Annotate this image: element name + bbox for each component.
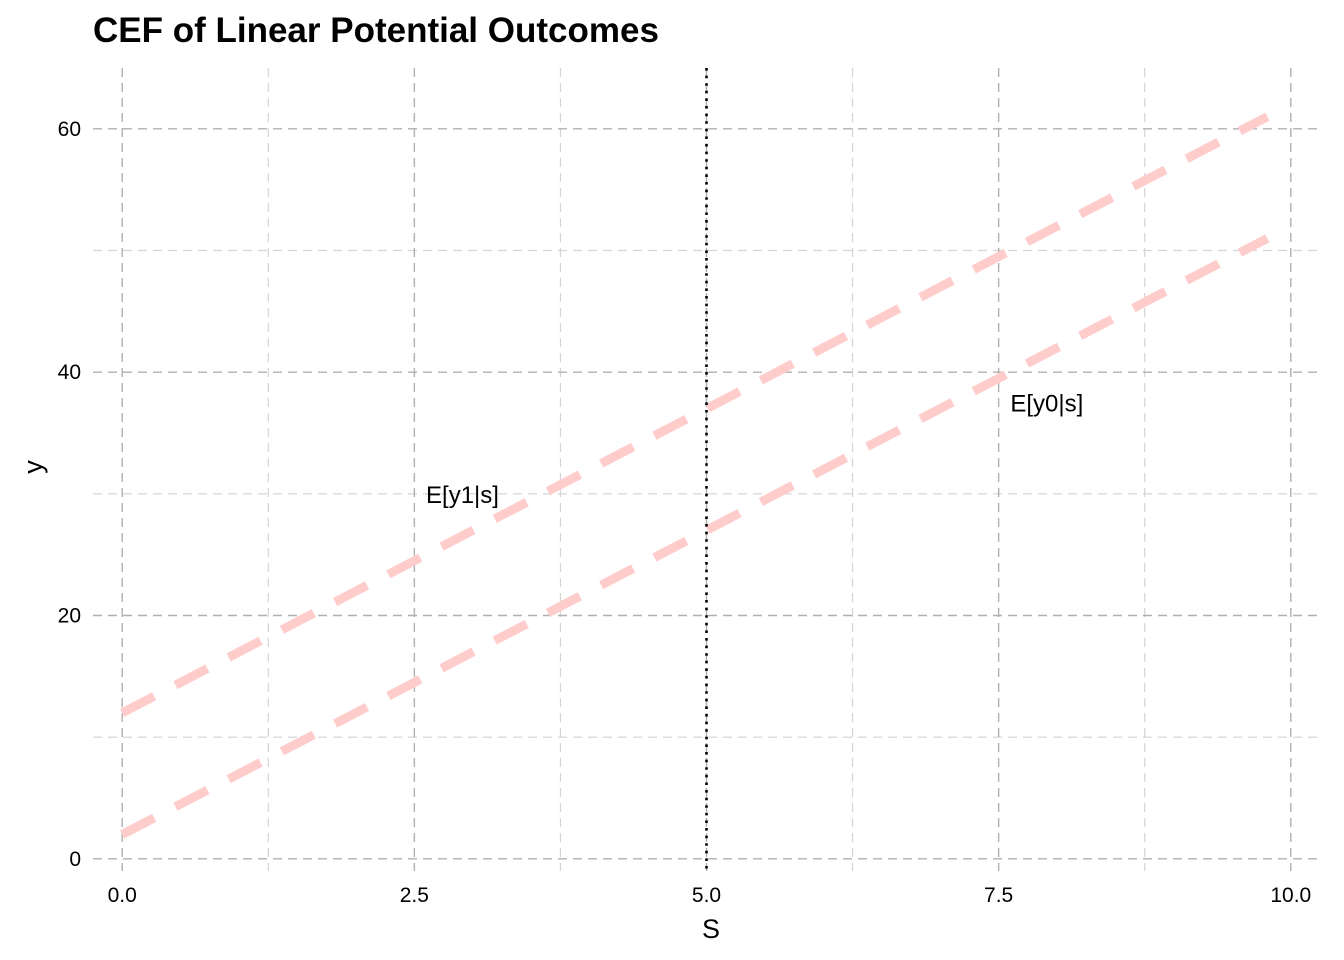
y-tick-label: 20 <box>58 605 81 628</box>
series-line-1 <box>120 112 1270 717</box>
annotation-label-1: E[y1|s] <box>426 482 499 509</box>
chart-title: CEF of Linear Potential Outcomes <box>93 11 659 50</box>
tick-labels: 0.0 2.5 5.0 7.5 10.0 0 20 40 60 <box>58 118 1312 907</box>
y-tick-label: 60 <box>58 118 81 141</box>
y-axis-label: y <box>18 460 48 474</box>
y-tick-label: 0 <box>69 848 81 871</box>
x-tick-label: 5.0 <box>692 884 721 907</box>
grid-lines <box>93 68 1320 871</box>
series-line-2 <box>120 234 1270 839</box>
annotations: E[y1|s] E[y0|s] <box>426 391 1083 509</box>
x-axis-label: S <box>702 914 720 944</box>
x-tick-label: 7.5 <box>984 884 1013 907</box>
series-lines <box>120 112 1270 839</box>
x-tick-label: 10.0 <box>1270 884 1311 907</box>
x-tick-label: 0.0 <box>108 884 137 907</box>
y-tick-label: 40 <box>58 361 81 384</box>
annotation-label-2: E[y0|s] <box>1010 391 1083 418</box>
x-tick-label: 2.5 <box>400 884 429 907</box>
